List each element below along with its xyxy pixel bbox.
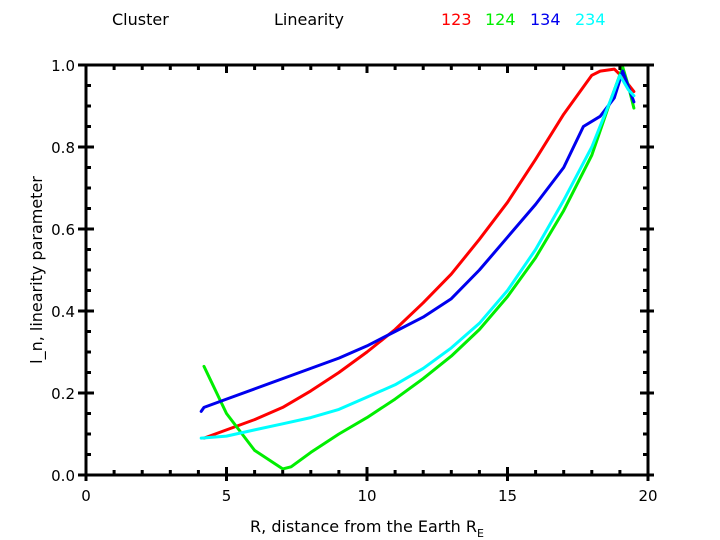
legend-entry-123: 123: [441, 10, 472, 29]
y-tick-label: 0.0: [51, 467, 75, 485]
y-tick-label: 0.8: [51, 139, 75, 157]
x-tick-label: 10: [357, 487, 376, 505]
x-tick-label: 5: [222, 487, 232, 505]
x-tick-label: 15: [498, 487, 517, 505]
x-axis-label: R, distance from the Earth RE: [250, 517, 484, 540]
series-134: [199, 69, 636, 413]
x-tick-label: 20: [638, 487, 657, 505]
legend-entry-124: 124: [485, 10, 516, 29]
plot-frame: [84, 63, 650, 477]
x-tick-label: 0: [81, 487, 91, 505]
axes: 0 5 10 15 20 0.0 0.2 0.4 0.6 0.8 1.0: [51, 57, 657, 505]
header-cluster: Cluster: [112, 10, 169, 29]
y-tick-label: 1.0: [51, 57, 75, 75]
y-axis-label: l_n, linearity parameter: [27, 176, 47, 364]
series-lines: [199, 65, 636, 471]
y-tick-label: 0.6: [51, 221, 75, 239]
legend-entry-234: 234: [575, 10, 606, 29]
y-tick-label: 0.2: [51, 385, 75, 403]
series-123: [202, 67, 636, 440]
legend-entry-134: 134: [530, 10, 561, 29]
series-234: [199, 73, 636, 440]
series-124: [202, 65, 636, 471]
y-tick-label: 0.4: [51, 303, 75, 321]
header-linearity: Linearity: [274, 10, 344, 29]
